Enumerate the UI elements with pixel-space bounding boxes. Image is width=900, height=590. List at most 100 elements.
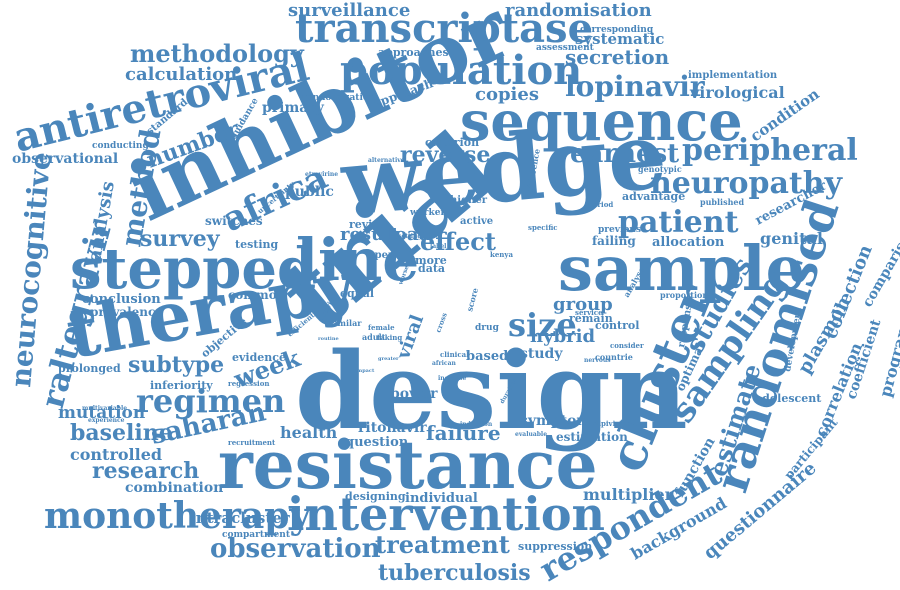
cloud-word: sample <box>558 232 805 305</box>
cloud-word: genotypic <box>638 164 682 174</box>
cloud-word: design <box>295 328 688 453</box>
cloud-word: open <box>368 250 396 261</box>
cloud-word: switches <box>205 214 263 228</box>
cloud-word: primary <box>262 100 325 116</box>
cloud-word: kenya <box>490 250 513 259</box>
cloud-word: health <box>280 423 338 442</box>
cloud-word: prevalence <box>90 305 163 319</box>
cloud-word: earnest <box>570 139 679 169</box>
cloud-word: subtype <box>128 352 224 378</box>
cloud-word: virological <box>689 83 785 102</box>
cloud-word: regimen <box>136 382 285 420</box>
cloud-word: suppression <box>518 540 592 553</box>
cloud-word: prolonged <box>58 362 121 375</box>
cloud-word: peripheral <box>682 133 858 168</box>
cloud-word: load <box>388 224 432 245</box>
cloud-word: treatment <box>375 530 510 559</box>
cloud-word: consider <box>610 341 644 350</box>
cloud-word: study <box>520 346 563 362</box>
cloud-word: methodology <box>130 39 305 68</box>
cloud-word: induction <box>460 421 493 428</box>
cloud-word: multiplier <box>583 485 674 504</box>
cloud-word: control <box>595 319 639 332</box>
cloud-word: surveillance <box>288 0 410 21</box>
cloud-word: multivariable <box>82 405 127 412</box>
cloud-word: copies <box>475 84 539 105</box>
cloud-word: adult <box>362 332 386 342</box>
cloud-word: observation <box>210 534 381 564</box>
cloud-word: genital <box>760 229 823 248</box>
cloud-word: combination <box>125 480 223 496</box>
cloud-word: secretion <box>565 45 670 69</box>
cloud-word: regression <box>228 379 269 388</box>
cloud-word: intracluster <box>190 509 291 527</box>
cloud-word: tuberculosis <box>378 560 531 586</box>
cloud-word: active <box>460 216 493 227</box>
cloud-word: worker <box>409 208 445 218</box>
cloud-word: specific <box>528 223 558 232</box>
cloud-word: recruitment <box>228 438 276 447</box>
cloud-word: countrie <box>595 352 633 362</box>
cloud-word: public <box>285 184 334 200</box>
cloud-word: symptom <box>520 413 591 429</box>
cloud-word: similar <box>330 318 362 328</box>
cloud-word: criterion <box>425 136 479 149</box>
cloud-word: randomisation <box>505 0 652 21</box>
cloud-word: sequence <box>460 89 743 153</box>
cloud-word: evidence <box>232 351 286 364</box>
cloud-word: compartment <box>222 530 291 540</box>
cloud-word: effect <box>420 227 496 256</box>
cloud-word: common <box>228 288 286 302</box>
cloud-word: population <box>340 47 582 94</box>
cloud-word: resistance <box>218 426 598 504</box>
cloud-word: period <box>588 200 613 209</box>
cloud-word: taking <box>377 333 402 342</box>
cloud-word: proportion <box>660 290 708 300</box>
cloud-word: adolescent <box>755 392 822 405</box>
cloud-word: patient <box>618 205 739 240</box>
cloud-word: greater <box>378 356 399 362</box>
cloud-word: observational <box>12 151 118 167</box>
cloud-word: randomization <box>302 93 376 103</box>
cloud-word: baseline <box>70 420 173 446</box>
cloud-word: mutation <box>58 403 145 423</box>
cloud-word: result <box>340 224 400 245</box>
cloud-word: experience <box>88 417 125 424</box>
cloud-word: remain <box>569 312 613 325</box>
cloud-word: review <box>349 218 389 231</box>
cloud-word: corresponding <box>580 25 654 35</box>
cloud-word: designing <box>345 490 406 503</box>
cloud-word: service <box>575 308 603 317</box>
cloud-word: impact <box>355 368 375 374</box>
cloud-word: setting <box>398 233 422 240</box>
cloud-word: transcriptase <box>295 5 593 52</box>
cloud-word: neuropathy <box>650 166 844 201</box>
cloud-word: assessment <box>536 43 595 53</box>
cloud-word: ritonavir <box>358 420 427 436</box>
cloud-word: hybrid <box>530 326 595 347</box>
cloud-word: alternative <box>368 157 405 164</box>
cloud-word: data <box>418 262 445 275</box>
cloud-word: programme <box>876 293 900 399</box>
cloud-word: etravirine <box>305 171 338 178</box>
cloud-word: question <box>345 435 409 450</box>
cloud-word: systematic <box>575 30 664 48</box>
cloud-word: routine <box>318 336 339 342</box>
cloud-word: previous <box>598 225 641 235</box>
cloud-word: lopinavir <box>565 70 706 103</box>
cloud-word: more <box>415 254 447 267</box>
cloud-word: female <box>368 323 395 332</box>
cloud-word: evaluable <box>515 431 547 438</box>
cloud-word: size <box>508 306 577 344</box>
cloud-word: conducting <box>92 141 149 151</box>
cloud-word: line <box>296 226 419 294</box>
cloud-word: controlled <box>70 445 162 464</box>
cloud-word: increase <box>438 375 467 382</box>
cloud-word: drug <box>475 323 500 333</box>
cloud-word: higher <box>450 195 488 206</box>
cloud-word: allocation <box>652 235 725 250</box>
cloud-word: reverse <box>400 142 490 168</box>
cloud-word: advantage <box>622 190 685 203</box>
cloud-word: label <box>430 243 447 250</box>
